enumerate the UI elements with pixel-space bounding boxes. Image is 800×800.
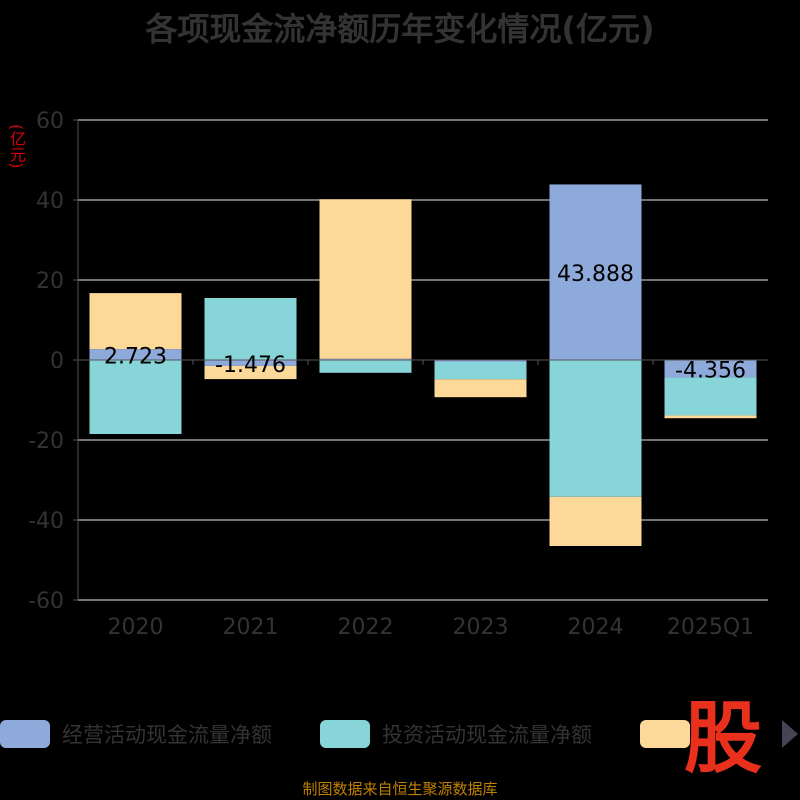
- bar-operating: [664, 360, 757, 378]
- y-tick-label: 20: [36, 269, 64, 294]
- y-tick-label: -40: [28, 509, 64, 534]
- x-tick-label: 2025Q1: [667, 615, 754, 640]
- y-axis-unit-label: (亿元): [7, 124, 26, 169]
- chart-title: 各项现金流净额历年变化情况(亿元): [145, 10, 655, 48]
- legend-swatch-financing: [640, 720, 690, 748]
- bar-investing: [434, 362, 527, 380]
- x-tick-label: 2023: [453, 615, 509, 640]
- legend-next-arrow-icon[interactable]: [782, 720, 798, 748]
- bar-financing: [664, 415, 757, 419]
- legend-item-investing[interactable]: 投资活动现金流量净额: [320, 712, 592, 756]
- bar-operating: [319, 358, 412, 360]
- y-tick-label: -20: [28, 429, 64, 454]
- bar-financing: [89, 293, 182, 350]
- bar-operating: [89, 349, 182, 360]
- bar-operating: [434, 360, 527, 362]
- bar-operating: [549, 184, 642, 360]
- legend-swatch-operating: [0, 720, 50, 748]
- legend-label-investing: 投资活动现金流量净额: [382, 723, 592, 747]
- y-tick-label: 60: [36, 109, 64, 134]
- bar-investing: [89, 360, 182, 434]
- legend-item-financing[interactable]: [640, 712, 702, 756]
- bar-financing: [549, 496, 642, 546]
- x-tick-label: 2021: [223, 615, 279, 640]
- y-tick-label: 0: [50, 349, 64, 374]
- bar-investing: [549, 360, 642, 497]
- data-label: -4.356: [675, 359, 746, 384]
- x-tick-label: 2024: [568, 615, 624, 640]
- legend: 经营活动现金流量净额 投资活动现金流量净额: [0, 712, 800, 758]
- x-tick-label: 2022: [338, 615, 394, 640]
- bar-investing: [319, 360, 412, 373]
- bar-investing: [664, 377, 757, 416]
- data-label: 2.723: [104, 345, 167, 370]
- bar-financing: [434, 379, 527, 398]
- y-tick-label: -60: [28, 589, 64, 614]
- bar-financing: [204, 365, 297, 380]
- brand-logo: 股: [684, 694, 763, 784]
- data-label: 43.888: [557, 262, 634, 287]
- bar-operating: [204, 360, 297, 366]
- legend-item-operating[interactable]: 经营活动现金流量净额: [0, 712, 272, 756]
- bar-financing: [319, 199, 412, 359]
- footer-source: 制图数据来自恒生聚源数据库: [302, 780, 498, 798]
- x-tick-label: 2020: [108, 615, 164, 640]
- bar-investing: [204, 298, 297, 360]
- data-label: -1.476: [215, 353, 286, 378]
- bar-chart: -60 -40 -20 0 20 40 60 2020 2021 2022 2023 2024 2025…: [28, 109, 768, 640]
- legend-swatch-investing: [320, 720, 370, 748]
- legend-label-operating: 经营活动现金流量净额: [62, 723, 272, 747]
- y-tick-label: 40: [36, 189, 64, 214]
